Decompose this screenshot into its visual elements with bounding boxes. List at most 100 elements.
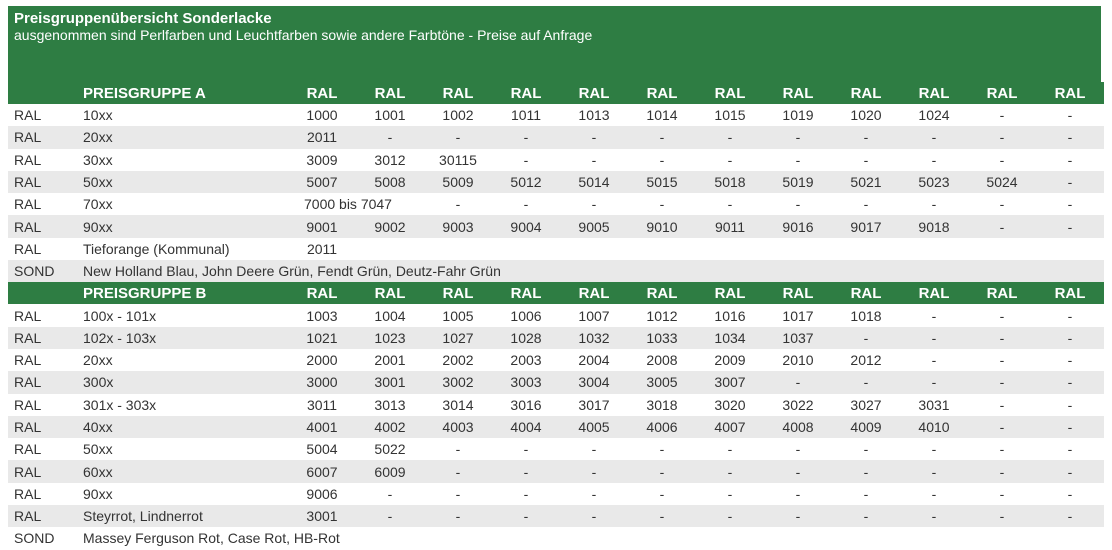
row-value: 3001: [288, 505, 356, 528]
row-value: -: [900, 438, 968, 461]
row-value: 1016: [696, 304, 764, 327]
row-value: 1005: [424, 304, 492, 327]
row-value: -: [1067, 196, 1073, 213]
row-value: 3000: [288, 371, 356, 394]
row-value: -: [492, 438, 560, 461]
group-header-label: PREISGRUPPE B: [83, 282, 288, 305]
row-value: 3002: [424, 371, 492, 394]
price-group-overview: Preisgruppenübersicht Sonderlacke ausgen…: [8, 6, 1104, 550]
row-value: [1036, 238, 1104, 260]
row-type: RAL: [8, 326, 83, 349]
row-value: 1033: [628, 326, 696, 349]
row-series: 60xx: [83, 460, 288, 483]
row-value: -: [696, 126, 764, 149]
row-range: 7000 bis 7047: [304, 196, 392, 213]
row-value: 4005: [560, 415, 628, 439]
ral-column-header: RAL: [356, 282, 424, 305]
row-value: 3018: [628, 393, 696, 416]
row-type: RAL: [8, 371, 83, 394]
row-value: 2002: [424, 348, 492, 372]
ral-column-header: RAL: [560, 282, 628, 305]
row-value: 1023: [356, 326, 424, 349]
row-value: -: [900, 482, 968, 506]
row-value: 9018: [900, 215, 968, 238]
row-value: -: [727, 196, 733, 213]
row-value: -: [1036, 393, 1104, 416]
row-value: 3022: [764, 393, 832, 416]
row-value: 1007: [560, 304, 628, 327]
row-series: 30xx: [83, 151, 113, 168]
row-value: -: [764, 371, 832, 394]
row-value: 3013: [356, 393, 424, 416]
row-value: 5023: [900, 170, 968, 194]
row-series: 301x - 303x: [83, 393, 288, 416]
row-value: 1011: [510, 107, 542, 124]
row-value: -: [832, 505, 900, 528]
row-value: 6009: [356, 460, 424, 483]
row-value: 3016: [492, 393, 560, 416]
ral-column-header: RAL: [1036, 82, 1104, 104]
row-value: -: [424, 460, 492, 483]
table-row: RAL Tieforange (Kommunal) 2011: [8, 238, 1104, 260]
row-value: 2012: [832, 348, 900, 372]
ral-column-header: RAL: [900, 282, 968, 305]
row-value: [628, 238, 696, 260]
row-value: -: [832, 460, 900, 483]
row-value: -: [492, 505, 560, 528]
row-value: -: [931, 151, 937, 168]
row-value: 4002: [356, 415, 424, 439]
ral-column-header: RAL: [832, 82, 900, 104]
row-value: 1020: [850, 107, 882, 124]
row-value: -: [832, 126, 900, 149]
row-value: [764, 238, 832, 260]
row-value: -: [764, 126, 832, 149]
row-value: 9004: [492, 215, 560, 238]
row-type: RAL: [8, 438, 83, 461]
row-type: RAL: [8, 393, 83, 416]
row-value: 3007: [696, 371, 764, 394]
ral-column-header: RAL: [628, 82, 696, 104]
row-value: 4004: [492, 415, 560, 439]
row-special-colors: New Holland Blau, John Deere Grün, Fendt…: [83, 260, 1104, 283]
ral-column-header: RAL: [1036, 282, 1104, 305]
row-value: 5004: [288, 438, 356, 461]
table-row: SOND New Holland Blau, John Deere Grün, F…: [8, 260, 1104, 283]
row-value: -: [900, 460, 968, 483]
row-value: -: [628, 438, 696, 461]
row-value: 5021: [832, 170, 900, 194]
row-type: RAL: [14, 196, 42, 213]
row-value: -: [424, 482, 492, 506]
row-value: -: [968, 304, 1036, 327]
ral-column-header: RAL: [764, 82, 832, 104]
row-value: -: [999, 107, 1005, 124]
row-value: -: [900, 505, 968, 528]
row-value: 9001: [288, 215, 356, 238]
row-value: 1028: [492, 326, 560, 349]
ral-column-header: RAL: [832, 282, 900, 305]
row-value: 1034: [696, 326, 764, 349]
row-value: 9005: [560, 215, 628, 238]
row-value: -: [696, 482, 764, 506]
row-type: RAL: [8, 170, 83, 194]
row-value: 1006: [492, 304, 560, 327]
row-value: -: [968, 215, 1036, 238]
row-value: 1014: [646, 107, 678, 124]
row-type: RAL: [8, 304, 83, 327]
row-value: 9003: [424, 215, 492, 238]
row-value: 3001: [356, 371, 424, 394]
row-series: 50xx: [83, 438, 288, 461]
row-value: -: [968, 482, 1036, 506]
table-row: RAL 70xx 7000 bis 7047 - - - - - - - - - -: [8, 193, 1104, 215]
row-value: 1004: [356, 304, 424, 327]
row-value: 1024: [918, 107, 950, 124]
row-value: -: [832, 371, 900, 394]
row-value: -: [968, 126, 1036, 149]
title-block: Preisgruppenübersicht Sonderlacke ausgen…: [8, 6, 1101, 82]
row-value: -: [900, 126, 968, 149]
row-value: 5015: [628, 170, 696, 194]
table-row: RAL 60xx 6007 6009- - - - - - - - - -: [8, 460, 1104, 483]
row-value: -: [968, 415, 1036, 439]
row-type: RAL: [8, 505, 83, 528]
row-value: 2003: [492, 348, 560, 372]
table-row: RAL 10xx 1000 1001 1002 1011 1013 1014 1015 1019 1…: [8, 104, 1104, 126]
